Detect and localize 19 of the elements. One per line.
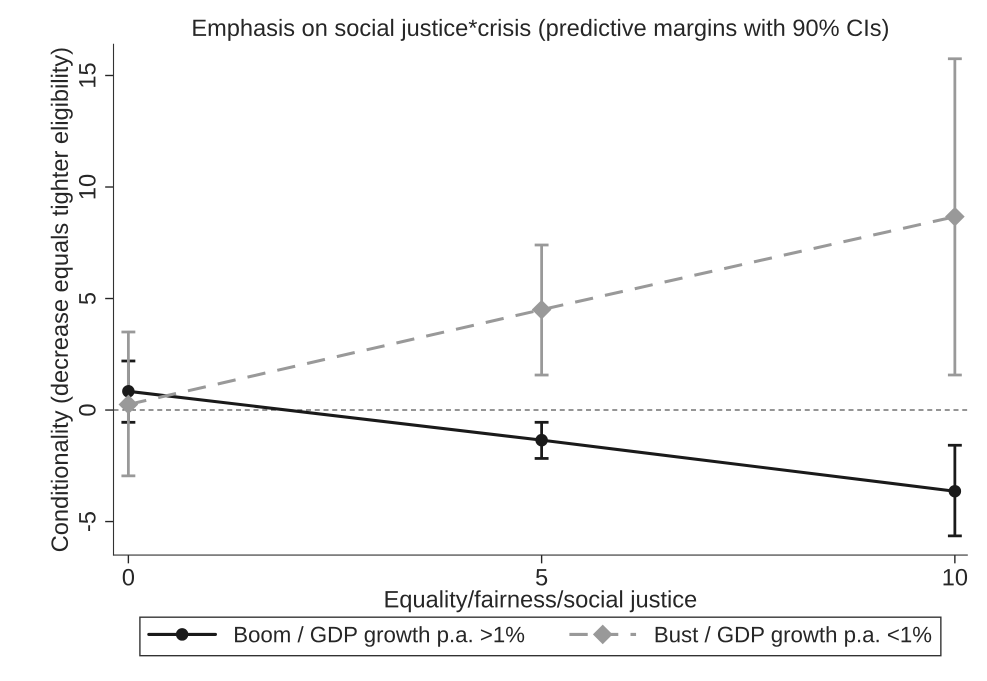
y-tick-label: 0 <box>78 404 96 416</box>
point <box>945 207 964 226</box>
y-tick-label: -5 <box>79 512 96 532</box>
x-axis-title: Equality/fairness/social justice <box>386 590 696 612</box>
point <box>118 394 138 414</box>
y-tick-label: 5 <box>79 292 96 304</box>
y-tick-label: 15 <box>79 63 96 87</box>
point <box>122 385 135 398</box>
x-tick-label: 10 <box>944 568 968 586</box>
x-tick-label: 0 <box>122 568 134 586</box>
y-tick-label: 10 <box>78 174 96 198</box>
y-axis-title: Conditionality (decrease equals tighter eligibility) <box>50 48 73 552</box>
point <box>948 484 962 498</box>
point <box>535 434 548 446</box>
chart-title: Emphasis on social justice*crisis (predictive margins with 90% CIs) <box>193 18 888 41</box>
legend-label: Bust / GDP growth p.a. <1% <box>656 626 932 647</box>
point <box>532 300 552 320</box>
x-tick-label: 5 <box>536 569 548 586</box>
legend-label: Boom / GDP growth p.a. >1% <box>235 626 524 647</box>
